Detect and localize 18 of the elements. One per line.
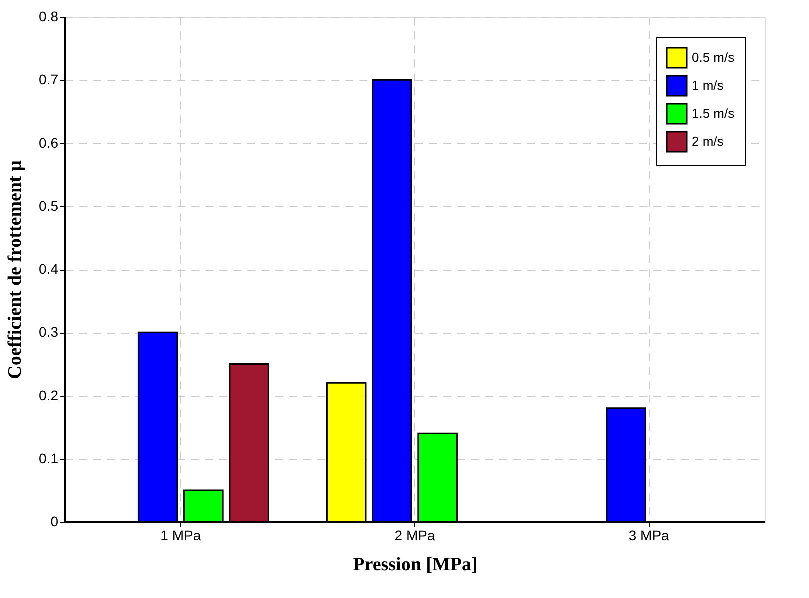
x-axis-title: Pression [MPa]	[353, 554, 478, 576]
legend-label: 1.5 m/s	[692, 106, 736, 121]
x-tick-label: 3 MPa	[628, 528, 670, 544]
y-tick-label: 0	[50, 514, 59, 530]
y-tick-label: 0.6	[39, 134, 59, 151]
y-tick-label: 0.8	[39, 8, 59, 24]
y-tick-label: 0.2	[39, 387, 59, 404]
legend-label: 1 m/s	[692, 78, 724, 93]
x-tick-label: 2 MPa	[394, 528, 436, 544]
x-tick-label: 1 MPa	[160, 528, 202, 544]
legend-label: 2 m/s	[692, 134, 724, 149]
legend-label: 0.5 m/s	[692, 50, 736, 65]
y-axis-title: Coefficient de frottement μ	[5, 160, 26, 380]
y-tick-label: 0.3	[39, 324, 59, 340]
y-tick-label: 0.4	[39, 261, 59, 277]
y-tick-label: 0.7	[39, 72, 59, 88]
y-tick-label: 0.1	[39, 450, 59, 466]
y-tick-label: 0.5	[39, 198, 59, 214]
